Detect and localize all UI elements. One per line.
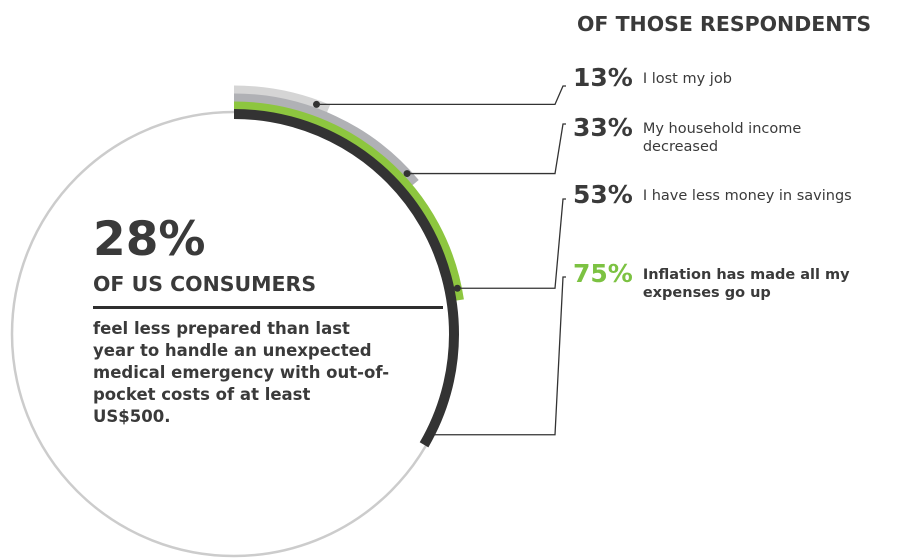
arc-53-pct [233,101,464,301]
headline-percentage: 28% [93,212,206,267]
stat-label: I have less money in savings [642,188,852,204]
stat-percentage: 53% [573,180,633,209]
stat-label: I lost my job [642,71,732,87]
leader-line [429,276,566,436]
leader-line [457,198,566,289]
arc-33-pct [233,93,419,186]
stat-percentage: 75% [573,259,633,288]
arc-13-pct [233,85,331,114]
stat-percentage: 33% [573,113,633,142]
headline-subtitle: OF US CONSUMERS [93,272,317,296]
stat-label: My household income decreased [642,121,802,155]
stat-lost-job: 13% I lost my job [573,64,843,92]
leader-line [407,123,566,175]
respondents-title: OF THOSE RESPONDENTS [577,12,872,36]
stat-percentage: 13% [573,63,633,92]
leader-line [316,85,566,106]
headline-description: feel less prepared than last year to han… [93,319,390,426]
stat-income-decreased: 33% My household income decreased [573,114,848,156]
arc-group [233,85,464,448]
arc-75-pct [233,109,459,448]
stat-less-savings: 53% I have less money in savings [573,181,908,209]
leader-line-group [312,85,566,439]
headline-divider [93,306,443,309]
stat-inflation: 75% Inflation has made all my expenses g… [573,260,853,302]
stat-label: Inflation has made all my expenses go up [642,267,850,301]
